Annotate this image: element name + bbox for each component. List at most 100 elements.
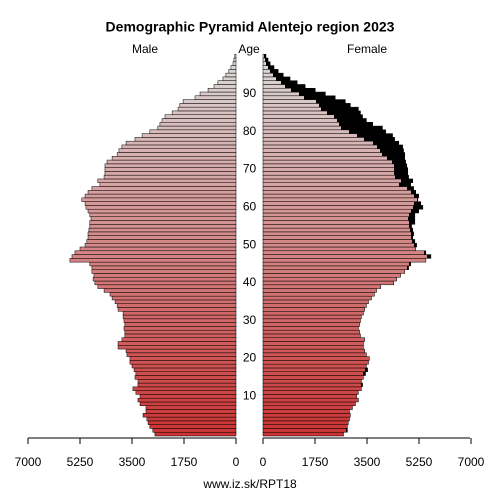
female-bar bbox=[262, 265, 409, 270]
age-tick-label: 50 bbox=[243, 237, 257, 251]
female-bar bbox=[262, 129, 386, 134]
female-bar bbox=[262, 390, 359, 395]
female-bar bbox=[262, 352, 367, 357]
x-tick-label: 5250 bbox=[67, 455, 94, 469]
female-bar bbox=[262, 114, 363, 119]
female-bar bbox=[262, 95, 336, 100]
female-bar bbox=[262, 190, 416, 195]
female-bar bbox=[262, 254, 432, 259]
male-bar bbox=[103, 174, 237, 180]
male-bar bbox=[134, 137, 237, 142]
male-bar bbox=[104, 163, 237, 168]
male-bar bbox=[116, 303, 237, 308]
female-bar bbox=[262, 205, 424, 210]
male-bar bbox=[89, 261, 237, 267]
male-bar bbox=[91, 186, 237, 191]
female-bar bbox=[262, 333, 361, 338]
x-tick-label: 5250 bbox=[406, 455, 433, 469]
male-bar bbox=[121, 144, 237, 149]
male-bar bbox=[134, 375, 237, 380]
female-bar bbox=[262, 397, 359, 403]
female-bar bbox=[262, 276, 397, 282]
male-bar bbox=[131, 363, 237, 369]
female-bar bbox=[262, 367, 368, 372]
male-bar bbox=[135, 390, 237, 395]
male-bar bbox=[74, 250, 237, 255]
age-tick-label: 60 bbox=[243, 199, 257, 213]
male-bar bbox=[133, 367, 237, 372]
female-bar bbox=[262, 382, 363, 388]
male-bar bbox=[121, 337, 237, 342]
male-bar bbox=[182, 99, 237, 104]
female-bar bbox=[262, 84, 306, 89]
male-bar bbox=[106, 159, 237, 165]
male-bar bbox=[147, 420, 237, 425]
female-bar bbox=[262, 156, 405, 161]
age-label: Age bbox=[238, 42, 260, 56]
female-bar bbox=[262, 182, 411, 187]
female-bar bbox=[262, 163, 408, 168]
female-bar bbox=[262, 314, 362, 320]
female-bar bbox=[262, 424, 348, 429]
female-bar bbox=[262, 345, 364, 350]
female-bar bbox=[262, 216, 416, 221]
female-bar bbox=[262, 394, 357, 399]
male-bar bbox=[92, 276, 237, 282]
female-bar bbox=[262, 326, 359, 331]
female-bar bbox=[262, 273, 401, 278]
x-tick-label: 1750 bbox=[171, 455, 198, 469]
female-bar bbox=[262, 329, 360, 335]
male-bar bbox=[91, 265, 237, 270]
male-bar bbox=[139, 394, 237, 399]
female-bar bbox=[262, 318, 361, 323]
age-tick-label: 10 bbox=[243, 388, 257, 402]
female-bar bbox=[262, 288, 377, 293]
male-bar bbox=[84, 201, 237, 206]
male-bar bbox=[116, 152, 237, 157]
female-bar bbox=[262, 122, 373, 127]
female-bar bbox=[262, 239, 416, 244]
female-bar bbox=[262, 299, 369, 304]
male-bar bbox=[117, 341, 237, 346]
male-bar bbox=[89, 220, 237, 225]
male-bar bbox=[177, 106, 237, 112]
female-bar bbox=[262, 292, 375, 297]
male-bar bbox=[228, 69, 237, 74]
male-bar bbox=[145, 405, 237, 410]
female-bar bbox=[262, 284, 381, 289]
male-bar bbox=[146, 416, 237, 422]
female-bar bbox=[262, 61, 271, 66]
female-bar bbox=[262, 53, 267, 59]
female-bar bbox=[262, 148, 404, 153]
female-bar bbox=[262, 371, 366, 376]
male-bar bbox=[157, 125, 237, 131]
female-bar bbox=[262, 224, 412, 229]
female-bar bbox=[262, 401, 356, 407]
male-bar bbox=[124, 333, 237, 338]
male-bar bbox=[97, 284, 237, 289]
female-bar bbox=[262, 379, 362, 384]
female-bar bbox=[262, 261, 411, 267]
x-tick-label: 3500 bbox=[119, 455, 146, 469]
female-bar bbox=[262, 159, 406, 165]
male-bar bbox=[137, 382, 237, 388]
male-bar bbox=[194, 95, 237, 100]
female-bar bbox=[262, 91, 326, 97]
male-bar bbox=[123, 318, 237, 323]
male-bar bbox=[86, 239, 237, 244]
male-bar bbox=[199, 91, 237, 97]
male-bar bbox=[217, 80, 237, 85]
age-tick-label: 40 bbox=[243, 275, 257, 289]
female-bar bbox=[262, 80, 298, 85]
female-bar bbox=[262, 348, 365, 354]
male-bar bbox=[234, 53, 237, 59]
female-bar bbox=[262, 386, 362, 391]
male-bar bbox=[87, 235, 237, 240]
chart-title: Demographic Pyramid Alentejo region 2023 bbox=[106, 19, 395, 35]
male-bar bbox=[129, 360, 237, 365]
female-bar bbox=[262, 428, 348, 433]
female-bar bbox=[262, 106, 359, 112]
male-bar bbox=[141, 133, 237, 138]
male-bar bbox=[114, 299, 237, 304]
